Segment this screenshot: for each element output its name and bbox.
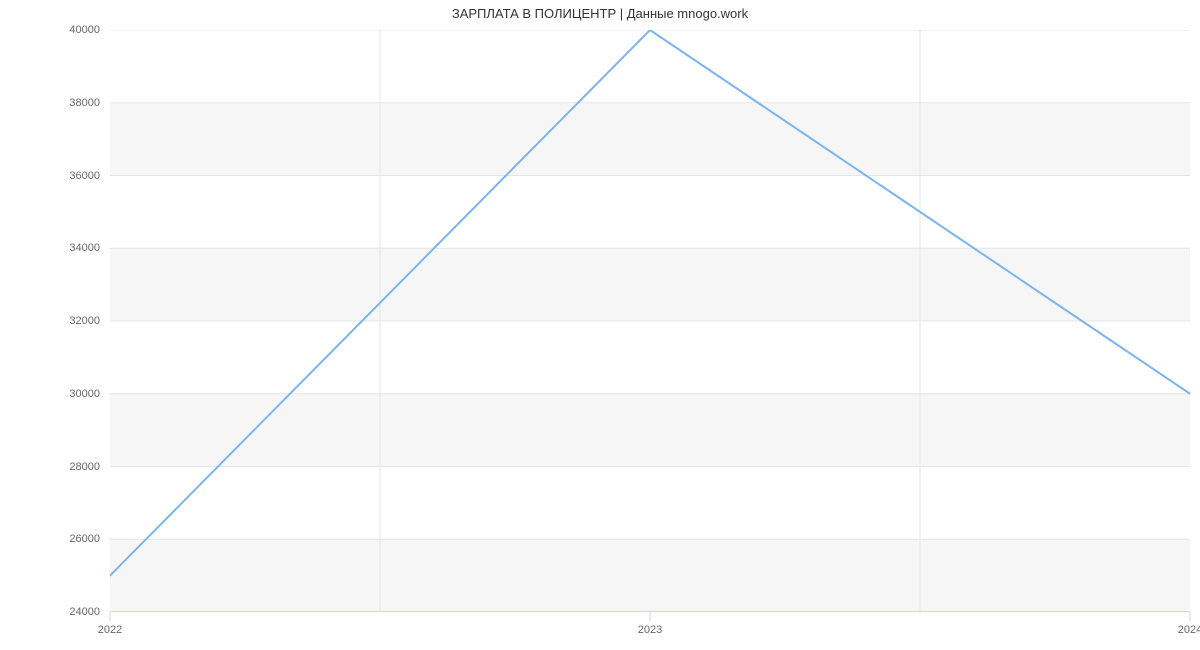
x-tick-label: 2022 <box>98 624 122 636</box>
y-tick-label: 34000 <box>50 242 100 254</box>
x-tick-label: 2023 <box>638 624 662 636</box>
plot-area <box>110 30 1190 612</box>
y-tick-label: 40000 <box>50 24 100 36</box>
y-tick-label: 32000 <box>50 315 100 327</box>
chart-title: ЗАРПЛАТА В ПОЛИЦЕНТР | Данные mnogo.work <box>0 6 1200 21</box>
plot-svg <box>110 30 1190 612</box>
salary-line-chart: ЗАРПЛАТА В ПОЛИЦЕНТР | Данные mnogo.work… <box>0 0 1200 650</box>
y-tick-label: 36000 <box>50 170 100 182</box>
y-tick-label: 26000 <box>50 533 100 545</box>
y-tick-label: 38000 <box>50 97 100 109</box>
y-tick-label: 28000 <box>50 461 100 473</box>
y-tick-label: 30000 <box>50 388 100 400</box>
x-tick-label: 2024 <box>1178 624 1200 636</box>
y-tick-label: 24000 <box>50 606 100 618</box>
